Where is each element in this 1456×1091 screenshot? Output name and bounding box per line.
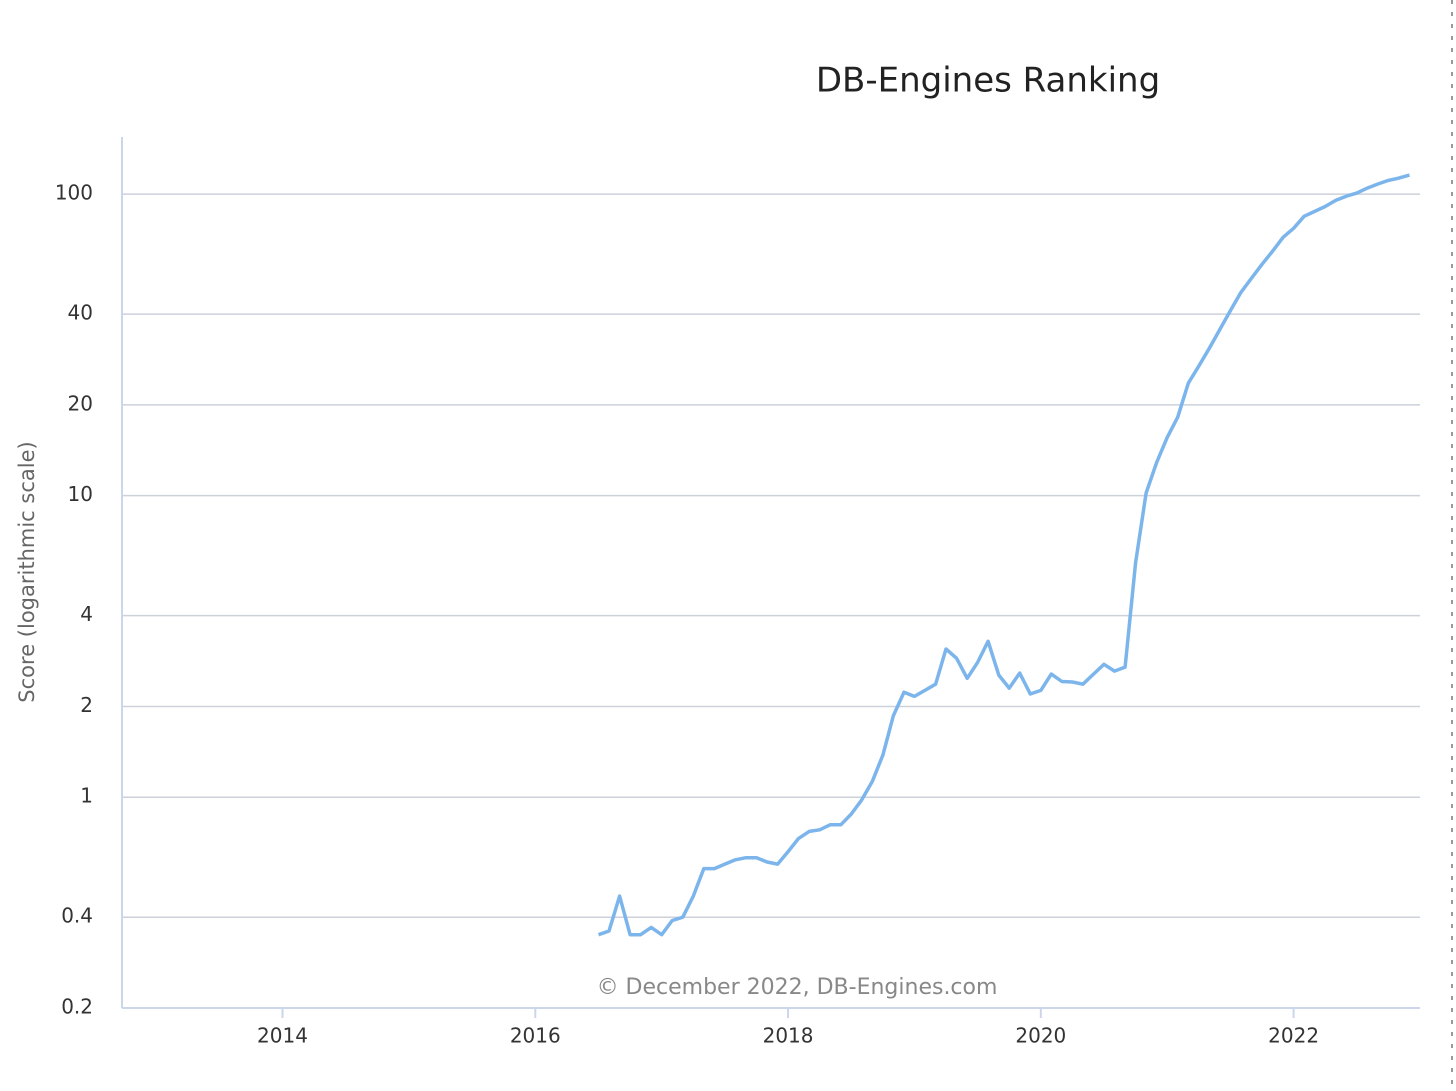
y-tick-label: 20	[68, 391, 93, 415]
x-tick-label: 2020	[1015, 1024, 1066, 1048]
y-tick-label: 0.2	[61, 995, 93, 1019]
y-tick-label: 40	[68, 301, 93, 325]
y-tick-label: 1	[80, 784, 93, 808]
data-line	[597, 173, 1410, 937]
y-tick-label: 100	[55, 181, 93, 205]
x-tick-label: 2016	[510, 1024, 561, 1048]
y-tick-label: 0.4	[61, 904, 93, 928]
chart-title: DB-Engines Ranking	[816, 61, 1160, 101]
x-tick-label: 2018	[763, 1024, 814, 1048]
x-tick-label: 2014	[257, 1024, 308, 1048]
y-tick-label: 2	[80, 693, 93, 717]
x-tick-label: 2022	[1268, 1024, 1319, 1048]
y-tick-label: 10	[68, 482, 93, 506]
credit: © December 2022, DB-Engines.com	[597, 975, 998, 1000]
y-axis-label: Score (logarithmic scale)	[15, 441, 39, 702]
y-tick-label: 4	[80, 602, 93, 626]
